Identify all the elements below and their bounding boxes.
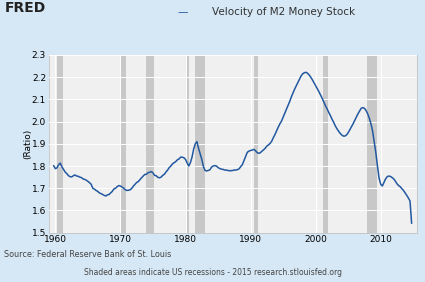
Text: Velocity of M2 Money Stock: Velocity of M2 Money Stock [212, 7, 356, 17]
Y-axis label: (Ratio): (Ratio) [23, 129, 32, 159]
Bar [195, 55, 204, 233]
Bar [367, 55, 377, 233]
Text: FRED: FRED [4, 1, 45, 16]
Text: —: — [178, 7, 192, 17]
Text: Source: Federal Reserve Bank of St. Louis: Source: Federal Reserve Bank of St. Loui… [4, 250, 172, 259]
Bar [186, 55, 189, 233]
Bar [146, 55, 154, 233]
Text: Shaded areas indicate US recessions - 2015 research.stlouisfed.org: Shaded areas indicate US recessions - 20… [83, 268, 342, 277]
Bar [120, 55, 126, 233]
Bar [57, 55, 63, 233]
Bar [323, 55, 328, 233]
Bar [254, 55, 258, 233]
